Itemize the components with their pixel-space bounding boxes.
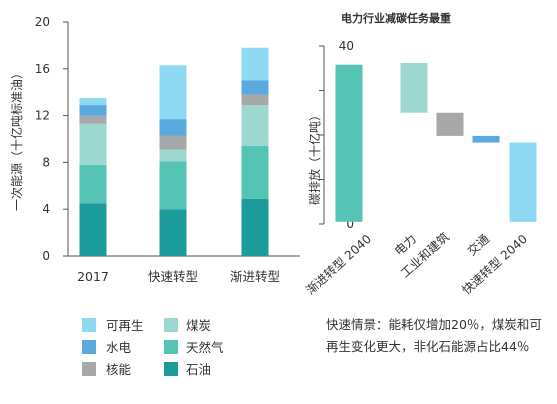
right-y-tick-label: 0 [346,217,354,231]
right-y-tick-label: 40 [339,39,354,53]
right-chart-title: 电力行业减碳任务最重 [341,11,451,25]
bar-segment-hydro [79,105,107,116]
legend-swatch-gas [164,340,178,354]
left-y-tick-label: 16 [35,62,50,76]
bar-segment-nuclear [159,135,187,150]
waterfall-bar [472,135,500,143]
carbon-emission-waterfall-chart: 电力行业减碳任务最重010203040碳排放（十亿吨）渐进转型 2040电力工业… [303,11,537,297]
waterfall-bar [335,64,363,222]
bar-segment-coal [159,149,187,162]
bar-segment-hydro [241,80,269,95]
bar-segment-oil [79,203,107,256]
right-x-tick-label: 交通 [464,231,492,258]
bar-segment-renewable [79,98,107,106]
bar-segment-oil [159,209,187,256]
primary-energy-stacked-bar-chart: 0 4 8 12 16 20 一次能源（十亿吨标准油） 2017 快速转型 渐进转型 [9,15,300,284]
waterfall-bar [436,112,464,136]
right-x-tick-label: 快速转型 2040 [459,231,530,297]
bar-segment-coal [241,105,269,147]
left-y-tick-label: 4 [42,202,50,216]
bar-segment-gas [159,161,187,210]
waterfall-bar [400,62,428,113]
right-y-axis-label: 碳排放（十亿吨） [307,109,322,205]
legend-swatch-hydro [82,340,96,354]
right-x-tick-label: 渐进转型 2040 [303,231,374,297]
legend-label-renewable: 可再生 [106,318,144,333]
bar-segment-hydro [159,119,187,136]
legend-swatch-renewable [82,318,96,332]
bar-segment-nuclear [79,115,107,124]
bar-segment-oil [241,198,269,256]
bar-segment-renewable [241,47,269,81]
legend-label-hydro: 水电 [106,340,132,355]
legend-swatch-oil [164,362,178,376]
bar-segment-nuclear [241,94,269,106]
legend-label-gas: 天然气 [186,340,224,355]
left-x-tick-label: 渐进转型 [230,269,280,284]
legend-swatch-coal [164,318,178,332]
left-x-tick-label: 2017 [77,269,109,284]
left-x-tick-label: 快速转型 [148,269,198,284]
legend-label-coal: 煤炭 [186,318,211,333]
left-y-tick-label: 12 [35,109,50,123]
left-y-tick-label: 20 [35,15,50,29]
legend-label-nuclear: 核能 [106,362,132,377]
bar-segment-gas [79,164,107,204]
legend-swatch-nuclear [82,362,96,376]
left-y-tick-label: 0 [42,249,50,263]
bar-segment-coal [79,123,107,165]
left-y-tick-label: 8 [42,155,50,169]
waterfall-bar [509,142,537,222]
bar-segment-renewable [159,65,187,120]
left-y-axis-label: 一次能源（十亿吨标准油） [9,67,24,211]
legend-label-oil: 石油 [186,362,211,377]
scenario-note: 快速情景：能耗仅增加20％，煤炭和可再生变化更大，非化石能源占比44％ [326,317,542,354]
bar-segment-gas [241,146,269,199]
